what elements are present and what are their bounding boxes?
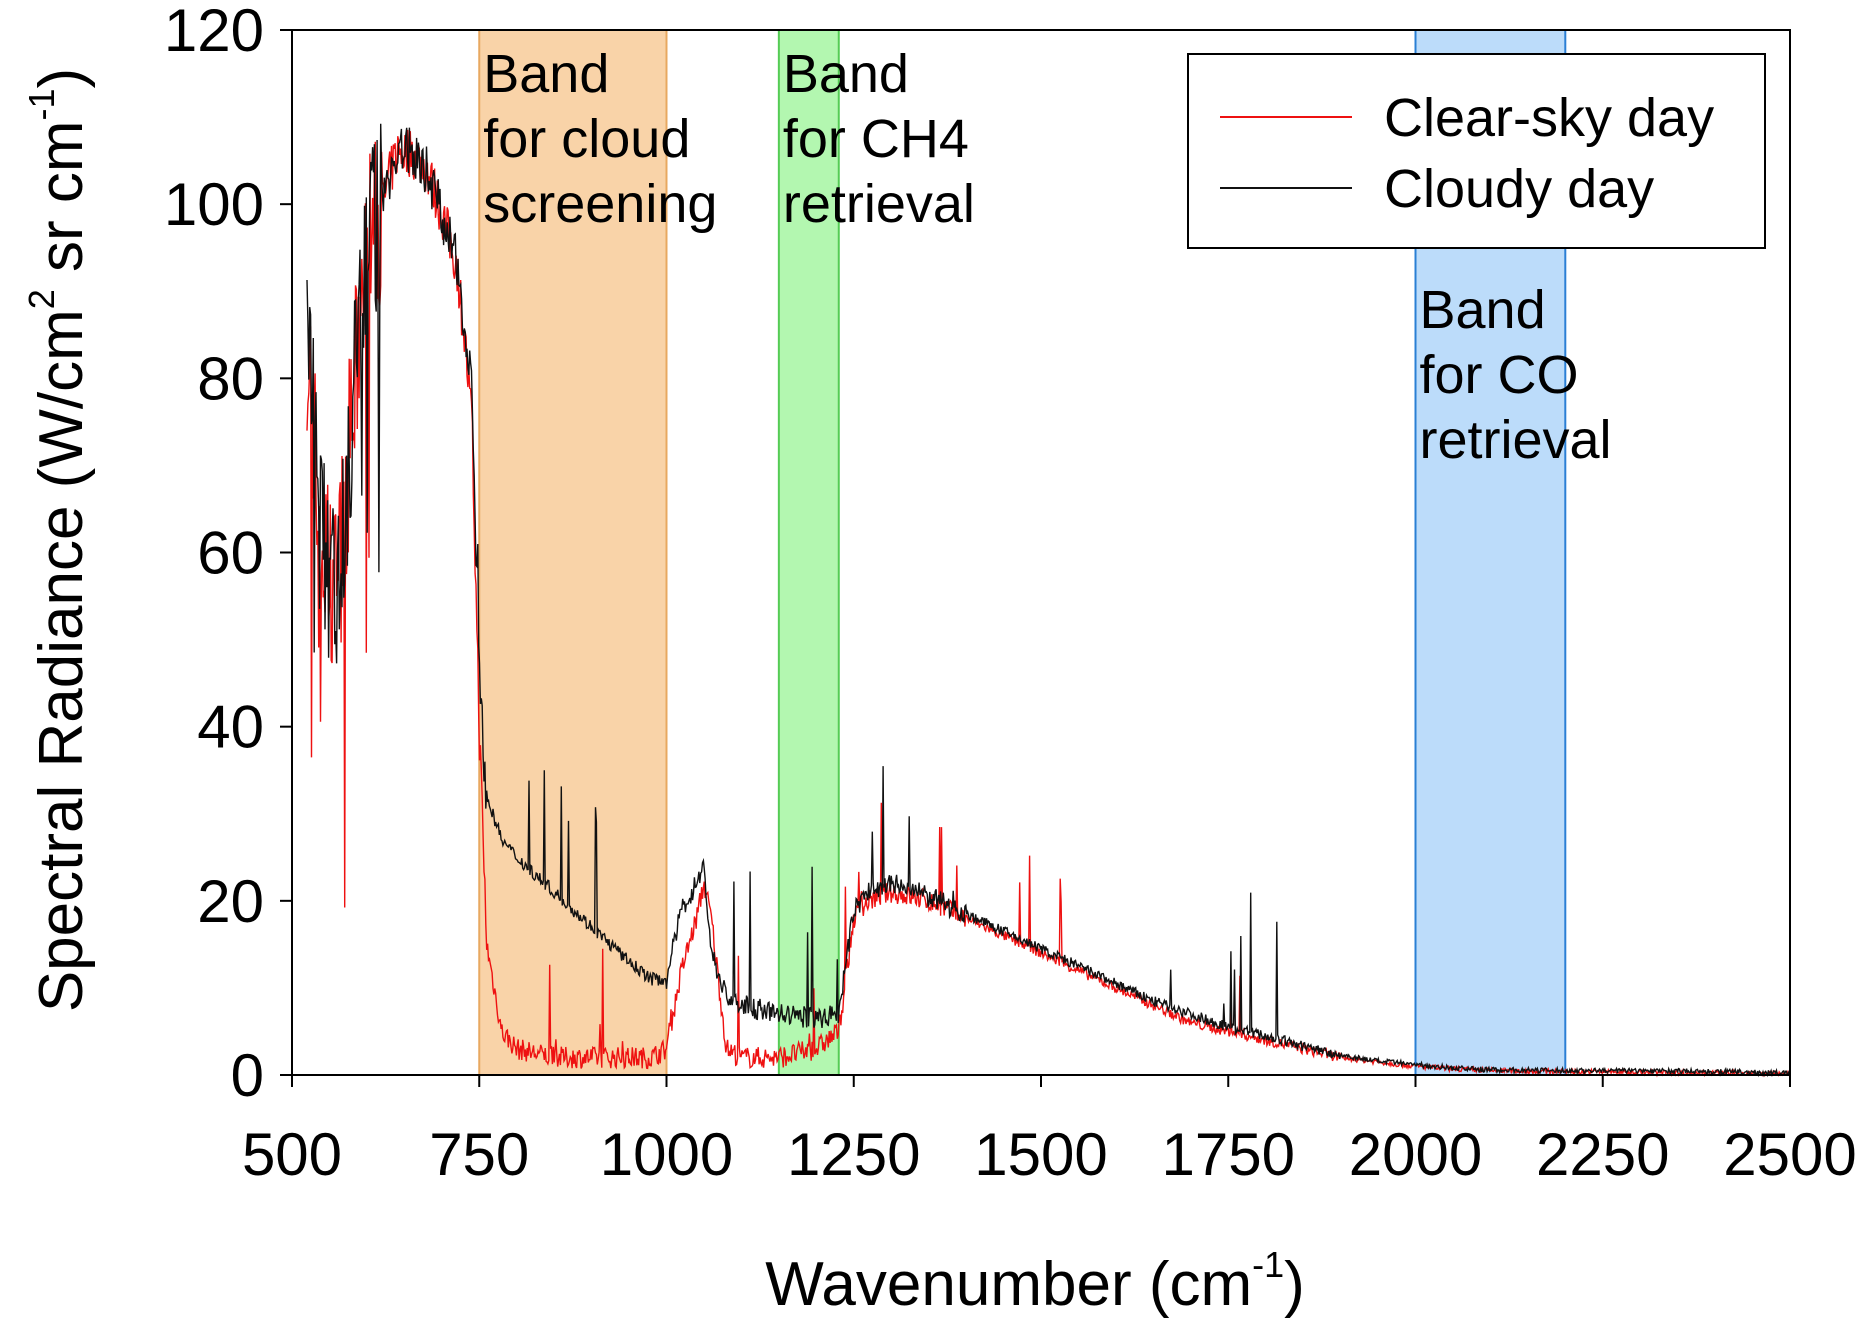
y-axis-title-mid: sr cm — [27, 121, 96, 290]
ch4-retrieval-band-label-line-2: retrieval — [783, 174, 975, 234]
x-tick-label-2250: 2250 — [1536, 1121, 1669, 1188]
y-axis-title-text: Spectral Radiance (W/cm — [27, 309, 96, 1012]
y-tick-label-60: 60 — [197, 520, 264, 587]
ch4-retrieval-band-label-line-1: for CH4 — [783, 109, 969, 169]
x-tick-label-2500: 2500 — [1723, 1121, 1856, 1188]
cloud-screening-band-label-line-2: screening — [483, 174, 717, 234]
x-tick-label-750: 750 — [429, 1121, 529, 1188]
x-tick-label-1000: 1000 — [600, 1121, 733, 1188]
series-cloudy-day — [306, 123, 1791, 1078]
x-axis-title-close: ) — [1284, 1250, 1305, 1319]
cloud-screening-band — [479, 30, 667, 1075]
x-axis-title: Wavenumber (cm-1) — [765, 1244, 1305, 1319]
x-tick-label-500: 500 — [242, 1121, 342, 1188]
legend: Clear-sky day Cloudy day — [1187, 53, 1766, 249]
y-tick-label-120: 120 — [164, 0, 264, 64]
y-axis-title-superscript-1: 2 — [21, 289, 62, 309]
x-axis-title-text: Wavenumber (cm — [765, 1250, 1252, 1319]
legend-box — [1187, 53, 1766, 249]
x-tick-label-1500: 1500 — [974, 1121, 1107, 1188]
co-retrieval-band-label-line-1: for CO — [1420, 345, 1579, 405]
ch4-retrieval-band — [778, 30, 839, 1075]
ch4-retrieval-band-label-line-0: Band — [783, 44, 909, 104]
y-tick-label-100: 100 — [164, 171, 264, 238]
series-layer — [306, 123, 1791, 1078]
x-axis-title-superscript: -1 — [1252, 1244, 1284, 1285]
y-tick-label-0: 0 — [231, 1042, 264, 1109]
y-axis-title: Spectral Radiance (W/cm2 sr cm-1) — [21, 68, 96, 1012]
x-tick-label-1750: 1750 — [1162, 1121, 1295, 1188]
legend-label-cloudy: Cloudy day — [1384, 159, 1654, 219]
co-retrieval-band-label-line-0: Band — [1420, 280, 1546, 340]
x-tick-label-1250: 1250 — [787, 1121, 920, 1188]
y-axis-title-superscript-2: -1 — [21, 88, 62, 120]
y-tick-label-80: 80 — [197, 345, 264, 412]
y-axis: 0 20 40 60 80 100 120 — [164, 0, 292, 1109]
y-axis-title-close: ) — [27, 68, 96, 89]
y-tick-label-40: 40 — [197, 694, 264, 761]
legend-label-clear-sky: Clear-sky day — [1384, 88, 1714, 148]
x-tick-label-2000: 2000 — [1349, 1121, 1482, 1188]
co-retrieval-band-label-line-2: retrieval — [1420, 410, 1612, 470]
y-tick-label-20: 20 — [197, 868, 264, 935]
cloud-screening-band-label-line-0: Band — [483, 44, 609, 104]
x-axis: 500 750 1000 1250 1500 1750 2000 2250 2500 — [242, 1075, 1857, 1188]
cloud-screening-band-label-line-1: for cloud — [483, 109, 690, 169]
